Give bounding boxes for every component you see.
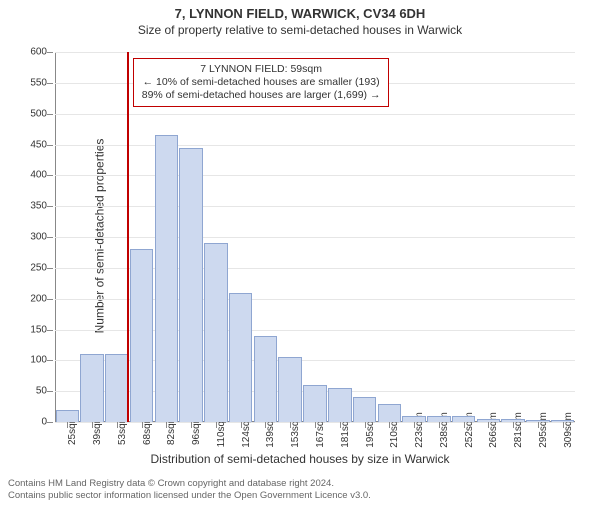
histogram-bar <box>254 336 278 422</box>
marker-info-box: 7 LYNNON FIELD: 59sqm← 10% of semi-detac… <box>133 58 390 107</box>
x-tick-label: 309sqm <box>563 412 574 448</box>
histogram-bar <box>303 385 327 422</box>
histogram-bar <box>526 420 550 422</box>
y-tick-label: 100 <box>7 355 47 366</box>
chart-area: 05010015020025030035040045050055060025sq… <box>55 52 575 422</box>
y-tick-label: 200 <box>7 293 47 304</box>
gridline <box>55 206 575 207</box>
gridline <box>55 114 575 115</box>
y-tick-label: 250 <box>7 262 47 273</box>
y-tick <box>47 360 53 361</box>
marker-info-line: 7 LYNNON FIELD: 59sqm <box>142 63 381 76</box>
footer-attribution: Contains HM Land Registry data © Crown c… <box>8 478 371 502</box>
histogram-bar <box>204 243 228 422</box>
histogram-bar <box>179 148 203 422</box>
y-tick <box>47 52 53 53</box>
histogram-bar <box>477 419 501 422</box>
y-tick-label: 500 <box>7 108 47 119</box>
gridline <box>55 145 575 146</box>
histogram-bar <box>130 249 154 422</box>
y-tick-label: 300 <box>7 232 47 243</box>
y-tick <box>47 330 53 331</box>
y-tick <box>47 175 53 176</box>
gridline <box>55 237 575 238</box>
x-tick-label: 281sqm <box>513 412 524 448</box>
y-tick <box>47 237 53 238</box>
y-tick <box>47 391 53 392</box>
histogram-bar <box>378 404 402 423</box>
histogram-bar <box>80 354 104 422</box>
x-tick-label: 295sqm <box>538 412 549 448</box>
histogram-bar <box>56 410 80 422</box>
y-tick <box>47 299 53 300</box>
x-tick-label: 266sqm <box>488 412 499 448</box>
y-tick <box>47 268 53 269</box>
page-subtitle: Size of property relative to semi-detach… <box>0 23 600 37</box>
histogram-bar <box>105 354 129 422</box>
y-tick-label: 50 <box>7 386 47 397</box>
marker-info-line: 89% of semi-detached houses are larger (… <box>142 89 381 102</box>
page-title: 7, LYNNON FIELD, WARWICK, CV34 6DH <box>0 6 600 21</box>
gridline <box>55 175 575 176</box>
histogram-bar <box>501 419 525 422</box>
marker-line <box>127 52 129 422</box>
x-axis-label: Distribution of semi-detached houses by … <box>0 452 600 466</box>
y-tick-label: 0 <box>7 417 47 428</box>
histogram-bar <box>353 397 377 422</box>
histogram-bar <box>155 135 179 422</box>
footer-line-1: Contains HM Land Registry data © Crown c… <box>8 478 371 490</box>
histogram-bar <box>427 416 451 422</box>
histogram-bar <box>328 388 352 422</box>
y-tick <box>47 114 53 115</box>
histogram-bar <box>229 293 253 423</box>
plot-region: 05010015020025030035040045050055060025sq… <box>55 52 575 422</box>
gridline <box>55 52 575 53</box>
histogram-bar <box>402 416 426 422</box>
y-tick-label: 150 <box>7 324 47 335</box>
y-tick-label: 450 <box>7 139 47 150</box>
histogram-bar <box>551 420 575 422</box>
y-tick <box>47 83 53 84</box>
histogram-bar <box>278 357 302 422</box>
y-tick-label: 600 <box>7 47 47 58</box>
y-tick <box>47 422 53 423</box>
marker-info-line: ← 10% of semi-detached houses are smalle… <box>142 76 381 89</box>
footer-line-2: Contains public sector information licen… <box>8 490 371 502</box>
y-tick-label: 350 <box>7 201 47 212</box>
y-tick <box>47 145 53 146</box>
y-tick-label: 550 <box>7 77 47 88</box>
y-tick <box>47 206 53 207</box>
histogram-bar <box>452 416 476 422</box>
y-tick-label: 400 <box>7 170 47 181</box>
